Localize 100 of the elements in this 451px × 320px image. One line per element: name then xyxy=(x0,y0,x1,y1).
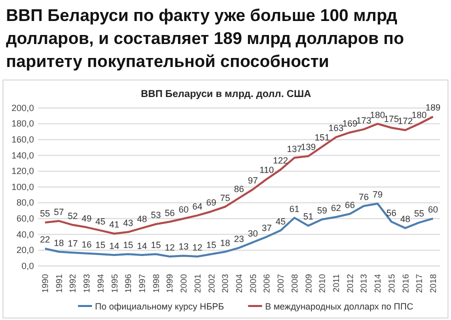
data-label: 57 xyxy=(54,206,64,217)
x-tick-label: 1996 xyxy=(123,274,134,293)
y-tick-label: 0,0 xyxy=(21,260,34,271)
data-label: 97 xyxy=(248,175,258,186)
data-label: 12 xyxy=(192,242,202,253)
x-tick-label: 2016 xyxy=(400,274,410,293)
y-tick-label: 60,0 xyxy=(16,213,34,224)
x-tick-label: 2002 xyxy=(206,274,216,293)
data-label: 15 xyxy=(123,240,134,250)
chart-title: ВВП Беларуси по факту уже больше 100 млрд долларов, и составляет 189 млрд долларов по паритету покупательной способности xyxy=(6,6,404,71)
y-tick-label: 20,0 xyxy=(16,245,34,256)
x-tick-label: 2006 xyxy=(262,274,272,293)
y-tick-label: 120,0 xyxy=(11,166,34,176)
data-label: 53 xyxy=(150,210,161,220)
data-label: 30 xyxy=(248,228,258,238)
data-label: 49 xyxy=(82,213,92,224)
x-tick-label: 2011 xyxy=(330,274,341,292)
data-label: 75 xyxy=(220,192,230,203)
data-label: 18 xyxy=(54,238,64,248)
x-tick-label: 1998 xyxy=(150,274,161,293)
data-label: 86 xyxy=(234,184,244,194)
data-label: 189 xyxy=(425,102,441,113)
data-label: 15 xyxy=(95,240,106,250)
data-label: 172 xyxy=(398,116,413,126)
data-label: 45 xyxy=(95,216,106,226)
data-label: 122 xyxy=(273,156,288,166)
data-label: 79 xyxy=(372,190,383,200)
x-tick-label: 1994 xyxy=(95,274,106,293)
data-label: 48 xyxy=(136,214,148,224)
data-label: 14 xyxy=(136,240,148,251)
data-label: 60 xyxy=(178,204,189,215)
data-label: 37 xyxy=(262,222,272,233)
data-label: 56 xyxy=(164,208,175,218)
data-label: 45 xyxy=(276,216,286,226)
data-label: 60 xyxy=(428,204,438,215)
x-tick-label: 2009 xyxy=(303,274,314,293)
y-tick-label: 40,0 xyxy=(16,229,34,240)
data-label: 139 xyxy=(300,142,316,152)
data-label: 56 xyxy=(386,208,396,218)
data-label: 62 xyxy=(330,203,342,214)
data-label: 151 xyxy=(314,132,330,143)
legend-label: В международных долларх по ППС xyxy=(265,302,414,312)
x-tick-label: 2003 xyxy=(220,274,230,293)
y-tick-label: 100,0 xyxy=(11,182,34,192)
x-tick-label: 2012 xyxy=(344,274,355,293)
data-label: 180 xyxy=(412,110,427,120)
x-tick-label: 1993 xyxy=(82,274,92,293)
y-tick-label: 80,0 xyxy=(16,198,34,208)
x-tick-label: 1991 xyxy=(54,274,64,293)
x-tick-label: 2015 xyxy=(386,274,396,293)
x-tick-label: 1995 xyxy=(109,274,120,293)
data-label: 61 xyxy=(289,204,300,214)
data-label: 59 xyxy=(317,205,328,216)
data-label: 22 xyxy=(40,234,50,245)
data-label: 76 xyxy=(358,192,369,202)
x-tick-label: 2000 xyxy=(178,274,189,293)
data-label: 137 xyxy=(286,144,302,154)
x-tick-label: 2014 xyxy=(372,274,383,293)
data-label: 48 xyxy=(400,214,410,224)
data-label: 13 xyxy=(178,242,189,252)
data-label: 16 xyxy=(82,239,92,250)
data-label: 169 xyxy=(342,118,358,128)
x-tick-label: 2007 xyxy=(276,274,286,293)
data-label: 173 xyxy=(356,115,372,126)
x-tick-label: 2013 xyxy=(358,274,369,293)
data-label: 55 xyxy=(414,208,424,219)
x-tick-label: 2001 xyxy=(192,274,202,293)
y-tick-label: 200,0 xyxy=(11,102,34,113)
x-tick-label: 1999 xyxy=(164,274,175,293)
x-tick-label: 2010 xyxy=(317,274,328,293)
data-label: 52 xyxy=(68,210,78,221)
data-label: 15 xyxy=(150,240,161,250)
data-label: 64 xyxy=(192,201,202,212)
data-label: 14 xyxy=(109,240,120,251)
data-label: 12 xyxy=(164,242,175,253)
x-tick-label: 1997 xyxy=(136,274,147,293)
data-label: 66 xyxy=(344,200,355,210)
x-tick-label: 2004 xyxy=(234,274,244,293)
data-label: 23 xyxy=(234,234,244,244)
y-tick-label: 180,0 xyxy=(11,118,34,129)
data-label: 55 xyxy=(40,208,50,219)
legend-label: По официальному курсу НБРБ xyxy=(95,302,224,312)
data-label: 41 xyxy=(109,220,120,230)
data-label: 110 xyxy=(260,165,274,176)
data-label: 18 xyxy=(220,238,230,248)
data-label: 163 xyxy=(328,123,344,134)
data-label: 180 xyxy=(370,110,386,120)
y-tick-label: 160,0 xyxy=(11,134,34,144)
y-tick-label: 140,0 xyxy=(11,150,34,160)
x-tick-label: 2018 xyxy=(428,274,438,293)
x-tick-label: 1990 xyxy=(40,274,50,293)
data-label: 175 xyxy=(384,114,399,124)
data-label: 15 xyxy=(206,240,216,250)
data-label: 69 xyxy=(206,197,216,208)
x-tick-label: 2017 xyxy=(414,274,424,293)
x-tick-label: 2005 xyxy=(248,274,258,293)
data-label: 51 xyxy=(303,212,314,222)
x-tick-label: 1992 xyxy=(68,274,78,293)
data-label: 43 xyxy=(123,218,134,228)
chart-subtitle: ВВП Беларуси в млрд. долл. США xyxy=(140,89,312,100)
